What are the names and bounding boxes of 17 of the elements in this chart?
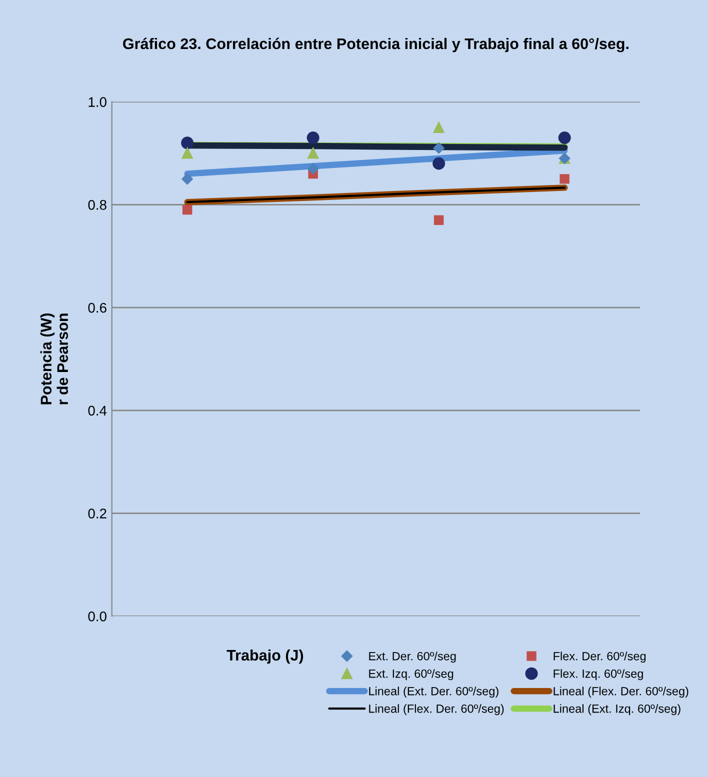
y-tick-label: 0.0 (88, 611, 106, 622)
y-tick-label: 0.2 (88, 508, 106, 518)
legend-label: Ext. Der. 60º/seg (369, 652, 456, 663)
legend-label: Lineal (Ext. Izq. 60º/seg) (554, 704, 680, 716)
y-tick-label: 0.4 (88, 406, 107, 416)
legend-label: Flex. Izq. 60º/seg (554, 669, 643, 680)
legend-label: Lineal (Flex. Der. 60º/seg) (554, 686, 688, 698)
legend-label: Flex. Der. 60º/seg (554, 652, 646, 663)
y-axis-title: Potencia (W) r de Pearson (40, 313, 68, 404)
x-axis-title: Trabajo (J) (226, 649, 304, 664)
legend-label: Ext. Izq. 60º/seg (369, 669, 454, 680)
chart-title: Gráfico 23. Correlación entre Potencia inicial y Trabajo final a 60°/seg. (123, 38, 628, 52)
legend-label: Lineal (Flex. Der. 60º/seg) (369, 704, 504, 716)
y-tick-label: 0.6 (88, 302, 106, 313)
legend-label: Lineal (Ext. Der. 60º/seg) (369, 686, 498, 698)
y-tick-label: 0.8 (88, 200, 106, 210)
y-tick-label: 1.0 (88, 97, 106, 107)
